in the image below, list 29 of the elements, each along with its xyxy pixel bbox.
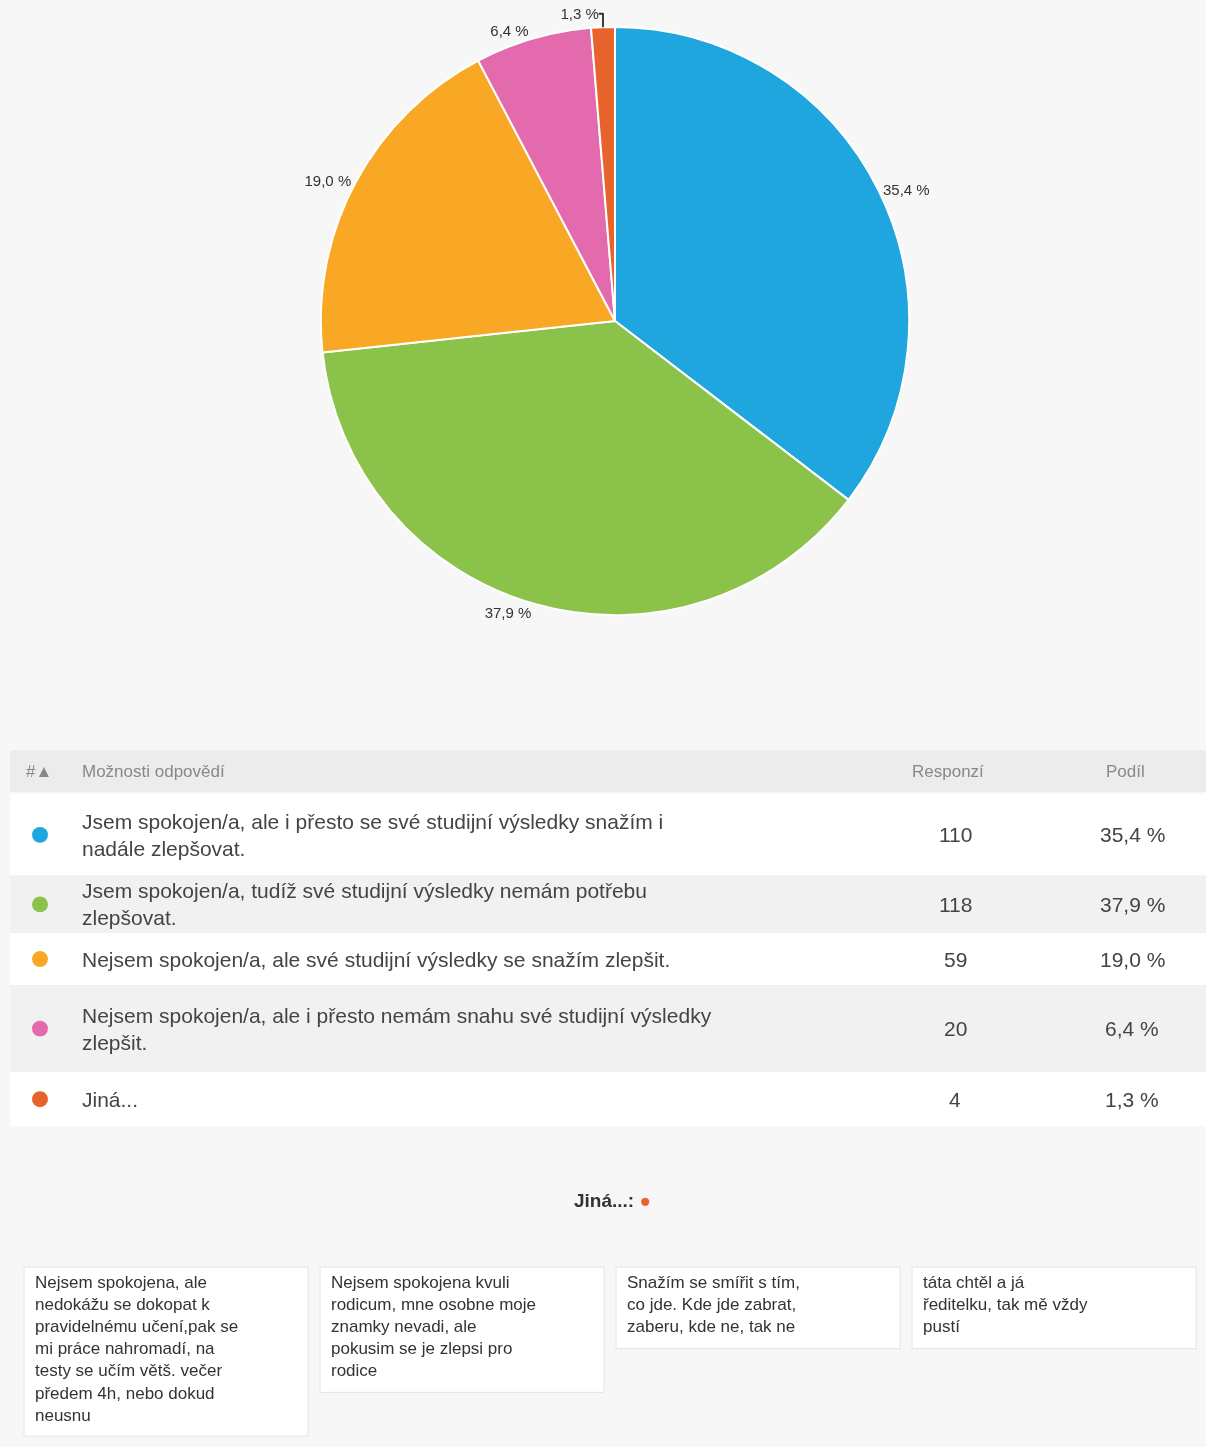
text: Podíl bbox=[1106, 762, 1145, 781]
text: #▲ bbox=[26, 762, 53, 781]
text: Responzí bbox=[912, 762, 985, 781]
text: 35,4 % bbox=[1100, 823, 1166, 846]
text: 1,3 % bbox=[1105, 1088, 1159, 1111]
data-label: 1,3 % bbox=[560, 5, 599, 23]
text: Nejsem spokojena kvuli rodicum, mne osobne moje znamky nevadi, ale pokusim se je zlepsi pro rodice bbox=[331, 1273, 537, 1381]
data-label: 35,4 % bbox=[883, 180, 930, 198]
legend-label: Jiná... bbox=[82, 1088, 139, 1111]
legend-label: Nejsem spokojen/a, ale i přesto nemám snahu své studijní výsledky zlepšit. bbox=[82, 1004, 712, 1055]
text: 118 bbox=[939, 893, 973, 916]
text: 110 bbox=[939, 823, 973, 846]
text: 59 bbox=[944, 948, 968, 971]
data-label: 37,9 % bbox=[484, 603, 532, 621]
data-label: 6,4 % bbox=[490, 22, 529, 40]
legend-label: Jsem spokojen/a, ale i přesto se své studijní výsledky snažím i nadále zlepšovat. bbox=[82, 810, 664, 861]
data-label: 19,0 % bbox=[304, 172, 352, 190]
text: 19,0 % bbox=[1100, 948, 1166, 971]
text: Jiná...: ● bbox=[574, 1190, 651, 1211]
text: 20 bbox=[944, 1017, 968, 1040]
text: táta chtěl a já ředitelku, tak mě vždy pustí bbox=[923, 1273, 1088, 1337]
text: 4 bbox=[949, 1088, 961, 1111]
legend-label: Jsem spokojen/a, tudíž své studijní výsledky nemám potřebu zlepšovat. bbox=[82, 879, 647, 930]
text: Snažím se smířit s tím, co jde. Kde jde zabrat, zaberu, kde ne, tak ne bbox=[627, 1273, 800, 1337]
text: 6,4 % bbox=[1105, 1017, 1159, 1040]
text: Možnosti odpovědí bbox=[82, 762, 225, 781]
legend-label: Nejsem spokojen/a, ale své studijní výsledky se snažím zlepšit. bbox=[82, 948, 671, 971]
text: 37,9 % bbox=[1100, 893, 1166, 916]
text: Nejsem spokojena, ale nedokážu se dokopat k pravidelnému učení,pak se mi práce nahromadí, na testy se učím větš. večer předem 4h, nebo dokud neusnu bbox=[35, 1273, 239, 1425]
